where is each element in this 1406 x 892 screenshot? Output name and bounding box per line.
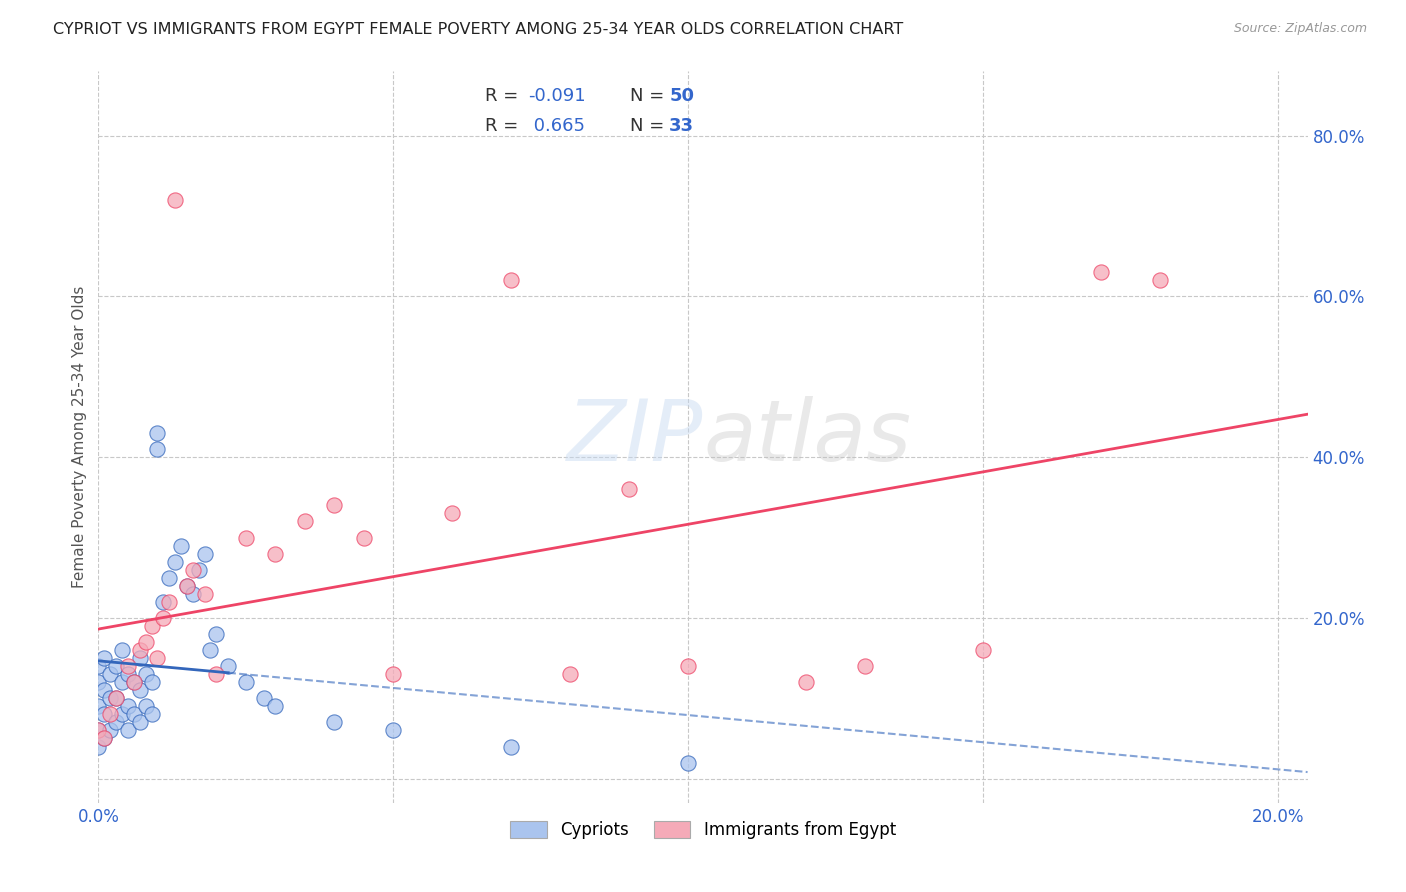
Text: 0.665: 0.665 bbox=[527, 117, 585, 135]
Point bbox=[128, 651, 150, 665]
Point bbox=[135, 699, 157, 714]
Point bbox=[972, 643, 994, 657]
Point bbox=[1090, 265, 1112, 279]
Point bbox=[264, 547, 287, 561]
Point bbox=[501, 739, 523, 754]
Point bbox=[105, 691, 128, 706]
Point bbox=[235, 675, 257, 690]
Point bbox=[853, 659, 876, 673]
Point bbox=[146, 442, 169, 457]
Point bbox=[105, 715, 128, 730]
Point bbox=[194, 547, 217, 561]
Point bbox=[105, 691, 128, 706]
Point bbox=[165, 555, 187, 569]
Text: -0.091: -0.091 bbox=[527, 87, 585, 105]
Point bbox=[794, 675, 817, 690]
Point bbox=[87, 699, 110, 714]
Point bbox=[117, 723, 139, 738]
Point bbox=[152, 595, 174, 609]
Point bbox=[146, 425, 169, 440]
Text: CYPRIOT VS IMMIGRANTS FROM EGYPT FEMALE POVERTY AMONG 25-34 YEAR OLDS CORRELATIO: CYPRIOT VS IMMIGRANTS FROM EGYPT FEMALE … bbox=[53, 22, 904, 37]
Point bbox=[294, 515, 316, 529]
Point bbox=[194, 587, 217, 601]
Point bbox=[205, 667, 228, 681]
Point bbox=[117, 667, 139, 681]
Point bbox=[1149, 273, 1171, 287]
Text: ZIP: ZIP bbox=[567, 395, 703, 479]
Point bbox=[501, 273, 523, 287]
Point bbox=[205, 627, 228, 641]
Point bbox=[93, 683, 115, 698]
Text: N =: N = bbox=[630, 87, 671, 105]
Point bbox=[98, 707, 121, 722]
Point bbox=[128, 715, 150, 730]
Point bbox=[235, 531, 257, 545]
Point bbox=[264, 699, 287, 714]
Point bbox=[122, 675, 145, 690]
Point bbox=[252, 691, 274, 706]
Text: R =: R = bbox=[485, 87, 524, 105]
Point bbox=[105, 659, 128, 673]
Legend: Cypriots, Immigrants from Egypt: Cypriots, Immigrants from Egypt bbox=[503, 814, 903, 846]
Point bbox=[111, 675, 134, 690]
Text: N =: N = bbox=[630, 117, 671, 135]
Point bbox=[87, 739, 110, 754]
Point bbox=[382, 723, 405, 738]
Point bbox=[323, 499, 346, 513]
Point bbox=[98, 723, 121, 738]
Point bbox=[217, 659, 239, 673]
Point bbox=[98, 691, 121, 706]
Text: atlas: atlas bbox=[703, 395, 911, 479]
Point bbox=[323, 715, 346, 730]
Point bbox=[122, 675, 145, 690]
Point bbox=[135, 667, 157, 681]
Point bbox=[200, 643, 222, 657]
Point bbox=[111, 643, 134, 657]
Text: R =: R = bbox=[485, 117, 524, 135]
Point bbox=[181, 587, 204, 601]
Point bbox=[176, 579, 198, 593]
Y-axis label: Female Poverty Among 25-34 Year Olds: Female Poverty Among 25-34 Year Olds bbox=[72, 286, 87, 588]
Point bbox=[93, 731, 115, 746]
Point bbox=[111, 707, 134, 722]
Point bbox=[128, 643, 150, 657]
Point bbox=[441, 507, 464, 521]
Point bbox=[157, 595, 180, 609]
Point bbox=[157, 571, 180, 585]
Point bbox=[560, 667, 582, 681]
Point bbox=[93, 731, 115, 746]
Text: Source: ZipAtlas.com: Source: ZipAtlas.com bbox=[1233, 22, 1367, 36]
Text: 33: 33 bbox=[669, 117, 695, 135]
Point bbox=[181, 563, 204, 577]
Point bbox=[170, 539, 193, 553]
Point bbox=[128, 683, 150, 698]
Point bbox=[353, 531, 375, 545]
Point bbox=[678, 659, 700, 673]
Point bbox=[93, 707, 115, 722]
Point bbox=[187, 563, 209, 577]
Point bbox=[619, 483, 641, 497]
Point bbox=[87, 723, 110, 738]
Point bbox=[135, 635, 157, 649]
Point bbox=[98, 667, 121, 681]
Point bbox=[87, 659, 110, 673]
Point bbox=[87, 723, 110, 738]
Point bbox=[678, 756, 700, 770]
Point bbox=[122, 707, 145, 722]
Point bbox=[141, 707, 163, 722]
Point bbox=[141, 675, 163, 690]
Point bbox=[87, 675, 110, 690]
Point bbox=[117, 699, 139, 714]
Point bbox=[176, 579, 198, 593]
Point bbox=[141, 619, 163, 633]
Point bbox=[165, 193, 187, 207]
Point bbox=[382, 667, 405, 681]
Point bbox=[152, 611, 174, 625]
Point bbox=[93, 651, 115, 665]
Point bbox=[146, 651, 169, 665]
Point bbox=[117, 659, 139, 673]
Text: 50: 50 bbox=[669, 87, 695, 105]
